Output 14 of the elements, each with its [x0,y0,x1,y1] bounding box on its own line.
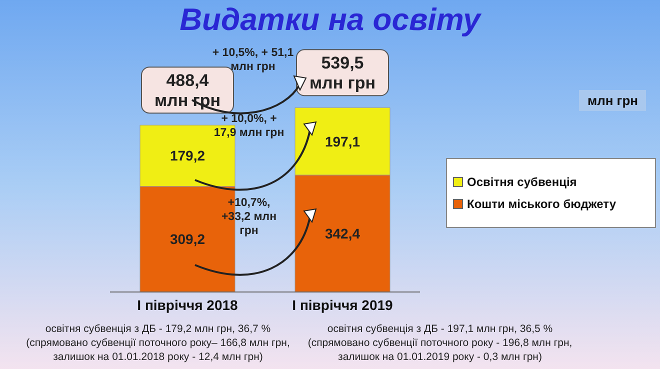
text: освітня субвенція з ДБ - 179,2 млн грн, 36,7 % (спрямовано субвенції поточного року– 166,8 млн грн, залишок на 01.01.2018 року - 12,4 млн грн) [25,322,291,364]
total-label: 539,5 млн грн [309,54,376,93]
text: Кошти міського бюджету [467,197,616,211]
x-tick-label: І півріччя 2018 [137,296,238,313]
legend-label: Освітня субвенція [467,175,577,189]
chart-title: Видатки на освіту [178,2,482,38]
x-tick-label: І півріччя 2019 [292,296,394,313]
text: освітня субвенція з ДБ - 197,1 млн грн, 36,5 % (спрямовано субвенції поточного року - 196,8 млн грн, залишок на 01.01.2019 року - 0,3 млн грн) [306,322,574,364]
text: млн грн [579,90,646,111]
text: + 10,5%, + 51,1 млн грн [211,46,295,74]
data-label: 309,2 [170,231,206,248]
data-label: 179,2 [170,148,206,164]
data-label: 342,4 [324,226,360,242]
data-label: 197,1 [324,133,360,150]
